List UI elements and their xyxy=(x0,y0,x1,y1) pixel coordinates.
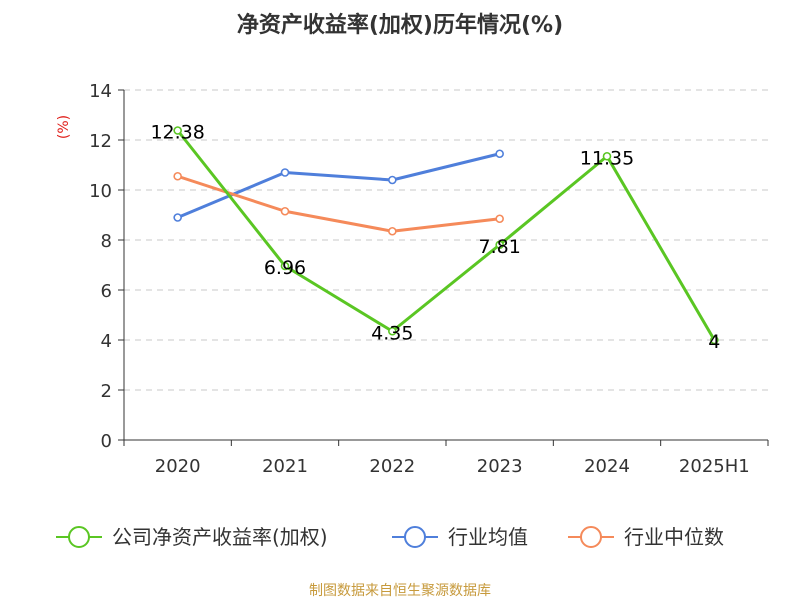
data-point xyxy=(280,206,290,216)
y-tick-label: 10 xyxy=(89,181,112,202)
data-point xyxy=(388,326,397,336)
series-line xyxy=(176,129,716,341)
y-tick-label: 8 xyxy=(101,231,112,252)
legend-marker xyxy=(68,526,90,548)
x-tick-label: 2021 xyxy=(262,456,308,477)
data-label: 12.38 xyxy=(150,122,204,144)
data-point xyxy=(173,126,182,135)
legend-label: 行业均值 xyxy=(448,525,528,549)
x-tick-label: 2025H1 xyxy=(679,456,750,477)
y-tick-label: 14 xyxy=(89,81,112,102)
data-point xyxy=(388,175,397,185)
series-lines xyxy=(173,126,719,345)
data-labels: 12.38 6.96 4.35 7.81 11.35 4 xyxy=(150,122,720,354)
y-tick-label: 4 xyxy=(101,331,112,352)
data-label: 4 xyxy=(708,331,720,353)
data-source-note: 制图数据来自恒生聚源数据库 xyxy=(309,583,491,599)
series-line xyxy=(177,174,500,233)
x-tick-label: 2024 xyxy=(584,456,630,477)
legend-item: 行业均值 xyxy=(392,525,528,549)
x-tick-label: 2020 xyxy=(155,456,201,477)
y-tick-label: 0 xyxy=(101,431,112,452)
legend-label: 公司净资产收益率(加权) xyxy=(112,525,328,549)
y-axis-unit: (%) xyxy=(56,115,72,139)
data-label: 11.35 xyxy=(580,147,634,169)
data-label: 4.35 xyxy=(371,322,413,344)
chart-title: 净资产收益率(加权)历年情况(%) xyxy=(237,12,563,38)
series-line xyxy=(177,152,501,219)
data-point xyxy=(602,151,612,161)
data-point xyxy=(495,240,504,250)
data-point xyxy=(280,261,290,271)
data-point xyxy=(280,168,290,177)
legend-marker xyxy=(580,526,602,548)
legend-label: 行业中位数 xyxy=(624,525,724,549)
legend-item: 公司净资产收益率(加权) xyxy=(56,525,328,549)
data-point xyxy=(173,213,182,222)
data-label: 6.96 xyxy=(264,257,306,279)
y-tick-label: 6 xyxy=(101,281,112,302)
legend: 公司净资产收益率(加权) 行业均值 行业中位数 xyxy=(56,525,724,549)
grid-lines xyxy=(124,89,768,391)
data-point xyxy=(495,149,504,159)
x-tick-label: 2022 xyxy=(369,456,415,477)
data-point xyxy=(710,335,719,345)
y-tick-label: 12 xyxy=(89,131,112,152)
legend-item: 行业中位数 xyxy=(568,525,724,549)
legend-marker xyxy=(404,526,426,548)
data-label: 7.81 xyxy=(479,236,521,258)
data-point xyxy=(388,226,397,236)
data-point xyxy=(495,214,504,224)
y-tick-label: 2 xyxy=(101,381,112,402)
axes: 0 2 4 6 8 10 12 14 2020 2021 2022 2023 2024 2025H1 xyxy=(89,81,769,477)
data-point xyxy=(173,171,182,181)
x-tick-label: 2023 xyxy=(477,456,523,477)
